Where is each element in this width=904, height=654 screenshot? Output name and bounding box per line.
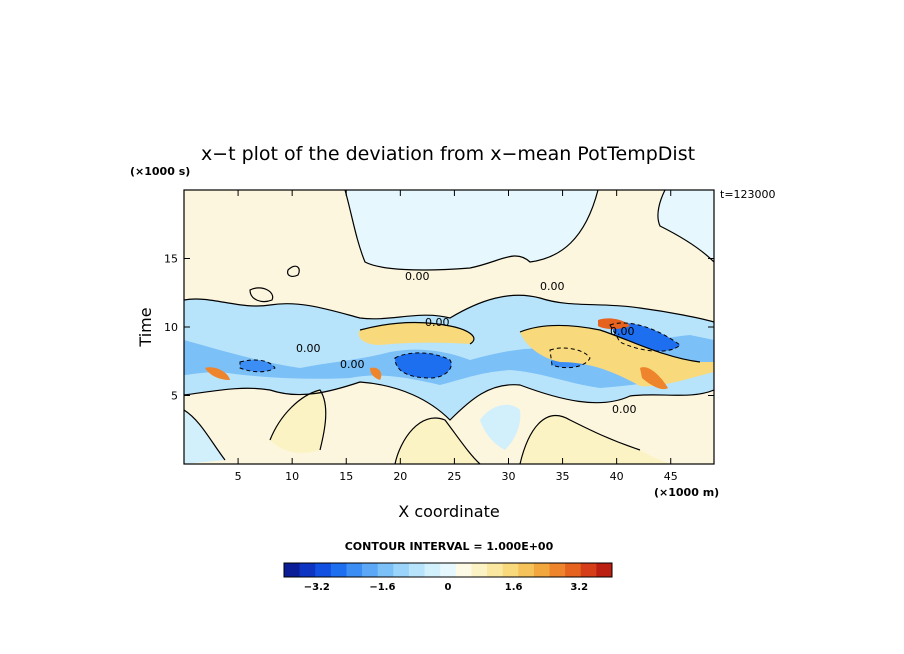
colorbar-swatch	[487, 563, 504, 577]
colorbar-swatch	[565, 563, 582, 577]
contour-label: 0.00	[612, 403, 637, 416]
x-tick-label: 40	[610, 470, 624, 483]
warm-core-3	[205, 367, 230, 380]
colorbar-swatch	[533, 563, 551, 577]
upper-cool-region	[184, 190, 598, 270]
y-tick-label: 5	[171, 390, 178, 403]
colorbar-swatch	[455, 563, 472, 577]
contour-lines	[184, 190, 714, 464]
colorbar-tick-label: −1.6	[369, 582, 395, 593]
colorbar-tick-label: 3.2	[570, 582, 588, 593]
x-tick-label: 5	[235, 470, 242, 483]
contour-label: 0.00	[540, 280, 565, 293]
colorbar-swatch	[393, 563, 410, 577]
lower-cool-1	[184, 410, 225, 464]
contour-label: 0.00	[340, 358, 365, 371]
colorbar-swatch	[471, 563, 488, 577]
colorbar-swatch	[424, 563, 441, 577]
colorbar-swatch	[362, 563, 379, 577]
colorbar-tick-label: −3.2	[304, 582, 330, 593]
cold-core-4	[240, 360, 275, 372]
x-tick-label: 10	[285, 470, 299, 483]
colorbar-swatch	[518, 563, 535, 577]
x-tick-label: 35	[556, 470, 570, 483]
colorbar-swatch	[330, 563, 347, 577]
colorbar-swatch	[440, 563, 457, 577]
y-axis: 5 10 15	[164, 253, 714, 403]
y-tick-label: 15	[164, 253, 178, 266]
lower-warm-2	[395, 418, 480, 464]
y-unit-label: (×1000 s)	[130, 165, 190, 178]
colorbar-swatch	[580, 563, 597, 577]
contour-label: 0.00	[405, 270, 430, 283]
warm-core-1	[640, 367, 668, 390]
colorbar-swatch	[315, 563, 332, 577]
colorbar-frame	[283, 562, 613, 578]
lower-cool-2	[480, 404, 521, 450]
colorbar-tick-label: 0	[445, 582, 452, 593]
right-cool-region	[657, 190, 714, 262]
y-tick-label: 10	[164, 321, 178, 334]
dashed-contours	[239, 322, 681, 379]
warm-core-4	[370, 367, 382, 380]
colorbar-swatch	[299, 563, 316, 577]
colorbar-tick-label: 1.6	[505, 582, 523, 593]
colorbar-swatch	[596, 563, 613, 577]
x-tick-label: 30	[501, 470, 515, 483]
colorbar-swatch	[377, 563, 394, 577]
warm-band-2	[520, 325, 714, 387]
colorbar-swatch	[549, 563, 566, 577]
x-tick-label: 15	[339, 470, 353, 483]
x-tick-label: 25	[447, 470, 461, 483]
colorbar-swatch	[408, 563, 426, 577]
contour-label: 0.00	[610, 325, 635, 338]
x-unit-label: (×1000 m)	[654, 486, 719, 499]
x-axis-label: X coordinate	[398, 502, 499, 521]
colorbar-swatch	[284, 563, 301, 577]
contour-label: 0.00	[296, 342, 321, 355]
colorbar: −3.2 −1.6 0 1.6 3.2	[283, 562, 613, 593]
warm-band-1	[358, 322, 474, 345]
contour-interval: CONTOUR INTERVAL = 1.000E+00	[345, 540, 554, 553]
contour-label: 0.00	[425, 316, 450, 329]
plot-area: 0.00 0.00 0.00 0.00 0.00 0.00 0.00	[184, 190, 714, 464]
y-axis-label: Time	[136, 307, 155, 347]
lower-warm-1	[270, 390, 326, 453]
x-tick-label: 45	[664, 470, 678, 483]
x-tick-label: 20	[393, 470, 407, 483]
x-axis: 5 10 15 20 25 30 35 40 45	[235, 190, 678, 483]
time-annotation: t=123000	[720, 188, 776, 201]
warm-core-2	[598, 318, 630, 329]
lower-warm-3	[520, 415, 670, 464]
colorbar-swatch	[502, 563, 519, 577]
chart-title: x−t plot of the deviation from x−mean Po…	[201, 143, 695, 165]
colorbar-swatch	[346, 563, 363, 577]
cold-core-1	[395, 352, 452, 378]
